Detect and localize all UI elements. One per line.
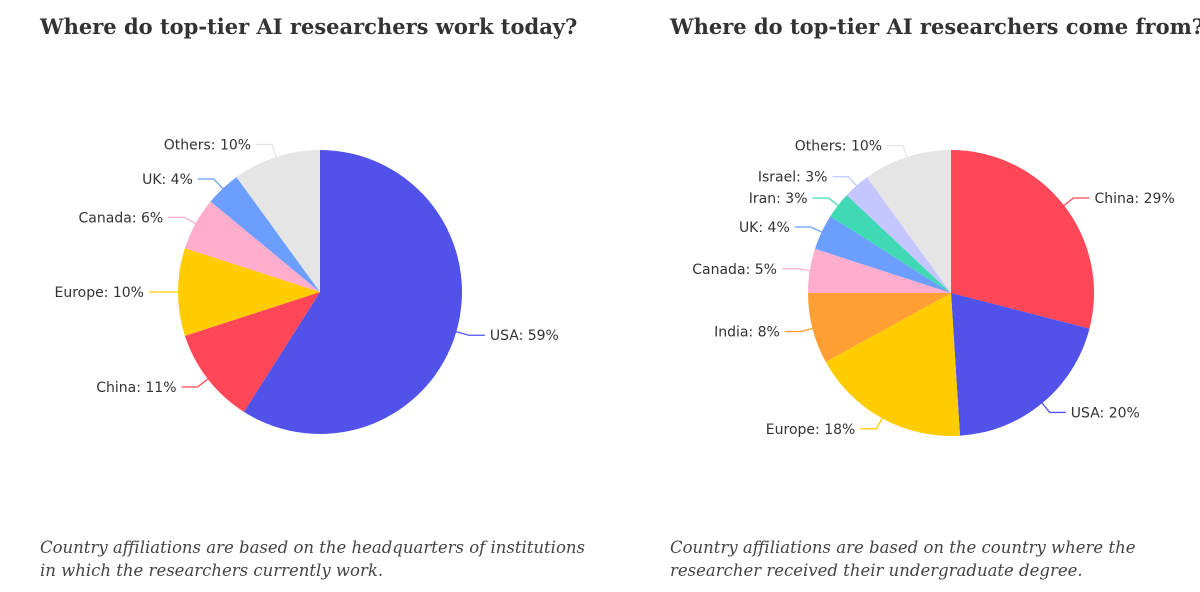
pie-slice-canada: [808, 248, 951, 293]
pie-slice-usa: [243, 150, 462, 434]
leader-line-canada: [168, 216, 197, 225]
leader-line-usa: [455, 330, 485, 336]
chart-title-origin: Where do top-tier AI researchers come fr…: [670, 14, 1200, 39]
pie-slice-europe: [178, 248, 320, 336]
pie-slice-canada: [184, 201, 320, 292]
slice-label-canada: Canada: 6%: [79, 210, 164, 226]
slice-label-india: India: 8%: [714, 325, 780, 341]
slice-label-china: China: 11%: [96, 380, 176, 396]
chart-panel-origin: Where do top-tier AI researchers come fr…: [600, 0, 1200, 592]
pie-slice-uk: [814, 216, 951, 293]
leader-line-india: [784, 327, 814, 333]
leader-line-others: [256, 143, 278, 159]
pie-slice-europe: [825, 293, 960, 436]
leader-line-usa: [1041, 401, 1066, 414]
pie-chart-origin: China: 29% USA: 20% Europe: 18% India: 8% Ca…: [692, 139, 1175, 438]
slice-label-uk: UK: 4%: [142, 172, 193, 188]
slice-label-others: Others: 10%: [164, 138, 251, 154]
slice-label-uk: UK: 4%: [739, 220, 790, 236]
pie-slice-china: [184, 292, 320, 412]
slice-label-israel: Israel: 3%: [758, 170, 828, 186]
chart-note-work: Country affiliations are based on the he…: [40, 538, 585, 580]
pie-chart-work: USA: 59% China: 11% Europe: 10% Canada: 6% U…: [54, 138, 559, 434]
pie-slice-israel: [846, 177, 951, 293]
slice-label-usa: USA: 20%: [1071, 405, 1140, 421]
slice-label-iran: Iran: 3%: [749, 191, 808, 207]
slice-label-china: China: 29%: [1094, 191, 1174, 207]
slice-label-others: Others: 10%: [795, 139, 882, 155]
leader-line-china: [1062, 197, 1090, 207]
slice-label-usa: USA: 59%: [490, 328, 559, 344]
pie-slice-usa: [951, 293, 1090, 436]
leader-line-iran: [812, 197, 840, 207]
pie-slice-china: [951, 150, 1094, 329]
leader-line-israel: [832, 176, 858, 187]
chart-title-work: Where do top-tier AI researchers work to…: [40, 14, 578, 39]
chart-panel-work: Where do top-tier AI researchers work to…: [40, 14, 585, 580]
leader-line-china: [181, 377, 209, 388]
leader-line-canada: [781, 268, 811, 272]
pie-slice-uk: [210, 177, 320, 292]
chart-note-origin: Country affiliations are based on the co…: [670, 538, 1136, 580]
pie-slice-india: [808, 293, 951, 362]
leader-line-europe: [860, 417, 884, 430]
leader-line-others: [887, 144, 908, 159]
pie-slice-iran: [830, 195, 951, 293]
pie-slice-others: [236, 150, 320, 292]
slice-label-europe: Europe: 10%: [54, 285, 144, 301]
slice-label-europe: Europe: 18%: [766, 422, 856, 438]
leader-line-uk: [794, 226, 823, 234]
leader-line-uk: [197, 178, 224, 190]
slice-label-canada: Canada: 5%: [692, 262, 777, 278]
pie-slice-others: [866, 150, 951, 293]
